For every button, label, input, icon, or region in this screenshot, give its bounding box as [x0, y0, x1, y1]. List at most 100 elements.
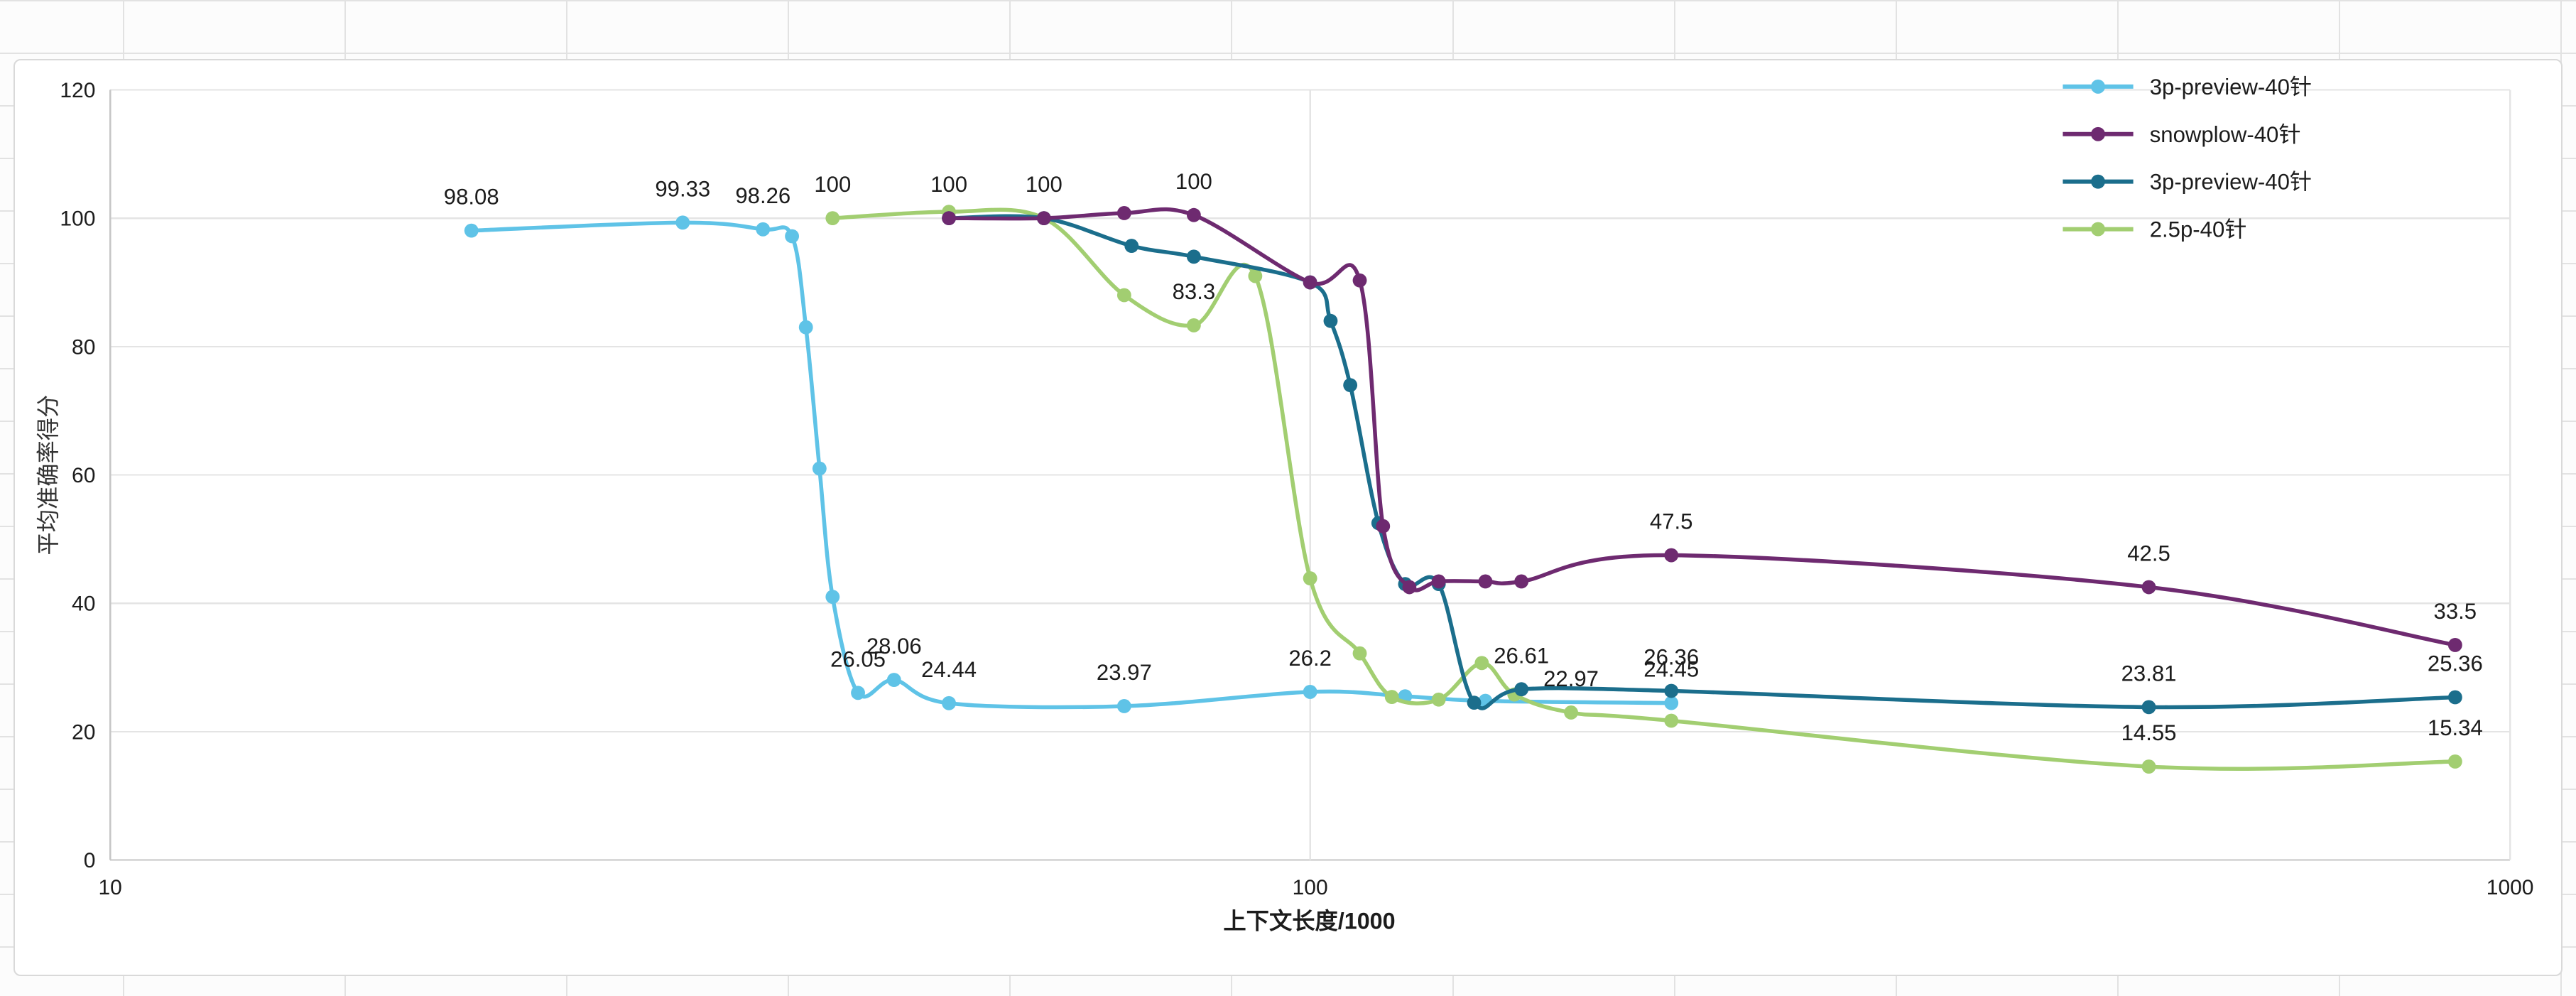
- data-label: 100: [930, 172, 967, 197]
- legend-item-2.5p-40针[interactable]: 2.5p-40针: [2063, 217, 2246, 242]
- series-point: [2447, 754, 2462, 769]
- series-point: [1186, 207, 1201, 222]
- data-label: 24.44: [921, 657, 977, 682]
- data-label: 28.06: [866, 634, 922, 659]
- y-tick-label: 100: [60, 207, 95, 230]
- series-point: [1303, 275, 1317, 290]
- series-point: [1248, 269, 1263, 283]
- series-point: [1664, 713, 1679, 728]
- data-label: 33.5: [2434, 599, 2477, 624]
- data-label: 15.34: [2428, 715, 2483, 740]
- series-point: [1352, 273, 1367, 288]
- y-tick-label: 20: [72, 720, 95, 744]
- series-point: [2447, 690, 2462, 705]
- data-label: 26.61: [1494, 643, 1549, 668]
- legend-marker-dot: [2091, 222, 2105, 237]
- legend-item-3p-preview-40针[interactable]: 3p-preview-40针: [2063, 75, 2312, 99]
- legend-label: 3p-preview-40针: [2150, 75, 2312, 99]
- x-tick-label: 10: [98, 876, 121, 899]
- series-point: [1116, 288, 1131, 303]
- data-label: 98.08: [444, 185, 499, 210]
- series-point: [1664, 548, 1679, 563]
- series-point: [2141, 759, 2156, 774]
- data-label: 14.55: [2121, 720, 2177, 745]
- series-point: [1303, 571, 1317, 585]
- legend-label: 2.5p-40针: [2150, 217, 2247, 242]
- series-point: [1303, 684, 1317, 699]
- data-label: 98.26: [735, 183, 790, 208]
- series-line-2.5p-40针: [830, 207, 2457, 771]
- data-label: 42.5: [2127, 541, 2170, 566]
- y-tick-label: 40: [72, 592, 95, 616]
- series-point: [2141, 700, 2156, 715]
- series-point: [1116, 206, 1131, 220]
- data-label: 47.5: [1650, 509, 1693, 534]
- x-tick-label: 100: [1293, 876, 1328, 899]
- series-point: [1474, 656, 1489, 671]
- y-tick-label: 0: [84, 849, 96, 872]
- embedded-chart-card[interactable]: 0 20 40 60 80 100 120 10 100 1000 98.08 99.33 98.26 2…: [13, 59, 2563, 976]
- series-point: [886, 673, 901, 687]
- series-point: [1323, 313, 1338, 328]
- series-point: [1431, 692, 1446, 707]
- series-point: [1384, 690, 1399, 704]
- series-point: [825, 590, 840, 605]
- series-point: [2447, 638, 2462, 652]
- data-label: 26.2: [1288, 646, 1332, 671]
- y-tick-label: 80: [72, 335, 95, 359]
- y-tick-label: 60: [72, 464, 95, 487]
- data-label: 26.36: [1643, 645, 1699, 670]
- legend-item-snowplow-40针[interactable]: snowplow-40针: [2063, 122, 2300, 147]
- series-point: [1116, 699, 1131, 713]
- chart-plot-area: 0 20 40 60 80 100 120 10 100 1000 98.08 99.33 98.26 2…: [60, 75, 2533, 899]
- series-point: [464, 223, 479, 238]
- data-label: 100: [1026, 172, 1063, 197]
- legend-label: 3p-preview-40针: [2150, 170, 2312, 195]
- series-point: [798, 320, 813, 335]
- series-point: [1376, 519, 1391, 534]
- series-point: [1186, 249, 1201, 264]
- series-point: [1514, 574, 1529, 589]
- series-point: [1186, 318, 1201, 332]
- x-axis-title: 上下文长度/1000: [1223, 908, 1395, 933]
- series-point: [1124, 239, 1139, 254]
- series-point: [1664, 695, 1679, 710]
- accuracy-line-chart: 0 20 40 60 80 100 120 10 100 1000 98.08 99.33 98.26 2…: [36, 75, 2533, 933]
- data-label: 83.3: [1173, 279, 1216, 304]
- legend-marker-dot: [2091, 79, 2105, 94]
- series-line-snowplow-40针: [947, 207, 2457, 647]
- series-point: [1478, 574, 1493, 589]
- legend-label: snowplow-40针: [2150, 122, 2301, 147]
- series-point: [1564, 705, 1578, 720]
- series-point: [1431, 574, 1446, 589]
- data-label: 22.97: [1543, 666, 1599, 691]
- data-label: 25.36: [2428, 651, 2483, 676]
- x-tick-label: 1000: [2487, 876, 2534, 899]
- data-label: 100: [1175, 169, 1212, 194]
- series-point: [2141, 580, 2156, 595]
- series-line-3p-preview-40针: [469, 220, 1673, 710]
- series-point: [1467, 695, 1482, 710]
- data-label: 23.97: [1097, 660, 1152, 685]
- series-point: [1036, 211, 1051, 226]
- legend-marker-dot: [2091, 126, 2105, 141]
- series-point: [942, 211, 956, 226]
- data-label: 23.81: [2121, 661, 2177, 686]
- data-label: 24.45: [1643, 657, 1699, 682]
- legend-marker-dot: [2091, 174, 2105, 189]
- series-point: [942, 695, 956, 710]
- series-point: [1352, 646, 1367, 661]
- data-label: 100: [814, 172, 851, 197]
- data-label: 99.33: [655, 176, 710, 201]
- series-point: [1514, 682, 1529, 697]
- series-point: [756, 222, 771, 237]
- series-point: [825, 211, 840, 226]
- data-label: 26.05: [830, 646, 886, 671]
- y-axis-title: 平均准确率得分: [36, 395, 61, 556]
- series-point: [1343, 378, 1358, 393]
- series-point: [675, 215, 690, 230]
- y-tick-label: 120: [60, 79, 95, 102]
- series-point: [851, 686, 865, 700]
- legend-item-3p-preview-40针[interactable]: 3p-preview-40针: [2063, 170, 2312, 195]
- series-point: [1402, 580, 1417, 595]
